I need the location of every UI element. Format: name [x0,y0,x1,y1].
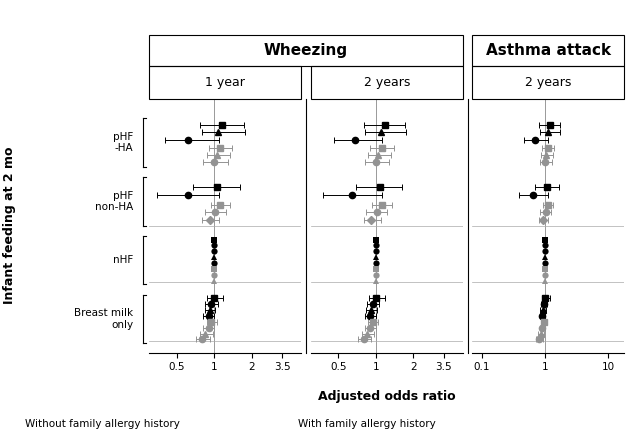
Text: pHF
non-HA: pHF non-HA [95,191,133,212]
Text: Asthma attack: Asthma attack [486,43,611,58]
Text: Adjusted odds ratio: Adjusted odds ratio [318,390,456,403]
Text: pHF
-HA: pHF -HA [113,132,133,153]
Text: With family allergy history: With family allergy history [298,419,436,429]
Text: 1 year: 1 year [205,76,245,88]
Text: Wheezing: Wheezing [264,43,348,58]
Text: nHF: nHF [113,255,133,265]
Text: 2 years: 2 years [363,76,410,88]
Text: Without family allergy history: Without family allergy history [25,419,180,429]
Text: Breast milk
only: Breast milk only [74,308,133,330]
Text: Infant feeding at 2 mo: Infant feeding at 2 mo [3,147,16,304]
Text: 2 years: 2 years [525,76,571,88]
